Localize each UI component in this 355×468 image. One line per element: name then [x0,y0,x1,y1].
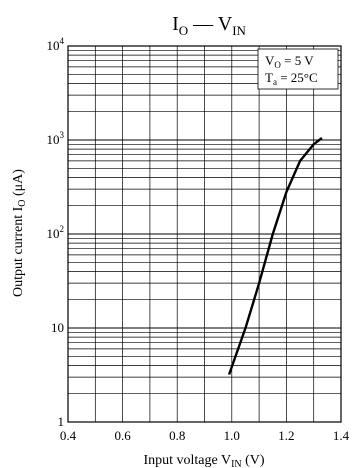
plot-frame [67,45,342,423]
x-axis-label: Input voltage VIN (V) [143,453,264,468]
x-tick-label: 0.4 [60,428,77,443]
y-tick-labels: 1 10 102 103 104 [47,36,65,429]
series-line [227,137,323,375]
chart-title: IO — VIN [172,13,246,38]
y-tick-label: 10 [51,320,64,335]
annotation-line-1: VO = 5 V [265,53,314,70]
x-tick-label: 0.6 [114,428,131,443]
y-axis-label: Output current IO (μA) [11,169,28,297]
x-tick-label: 0.8 [169,428,185,443]
annotation-box [257,48,339,90]
series-group [227,137,323,375]
x-tick-label: 1.2 [278,428,294,443]
y-tick-label: 1 [58,414,65,429]
grid [68,46,341,422]
x-tick-label: 1.4 [333,428,350,443]
y-tick-label: 104 [47,36,65,53]
x-tick-labels: 0.4 0.6 0.8 1.0 1.2 1.4 [60,428,350,443]
y-tick-label: 102 [47,224,65,241]
y-tick-label: 103 [47,130,65,147]
x-tick-label: 1.0 [224,428,240,443]
annotation-line-2: Ta = 25°C [265,70,318,87]
